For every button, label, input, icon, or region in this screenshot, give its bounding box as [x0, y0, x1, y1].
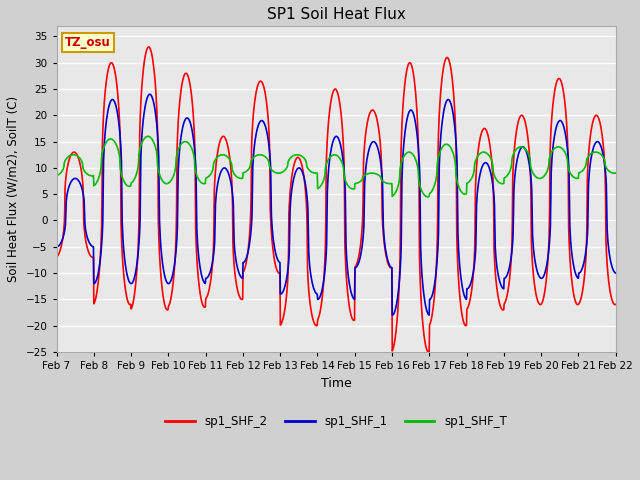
sp1_SHF_T — [144, 133, 152, 139]
sp1_SHF_T — [424, 194, 431, 200]
sp1_SHF_2 — [424, 348, 431, 354]
sp1_SHF_2 — [240, 268, 248, 274]
sp1_SHF_1 — [497, 281, 504, 287]
sp1_SHF_1 — [146, 91, 154, 97]
sp1_SHF_T — [177, 141, 185, 147]
sp1_SHF_1 — [52, 244, 60, 250]
Line: sp1_SHF_2: sp1_SHF_2 — [56, 47, 616, 352]
sp1_SHF_2 — [164, 307, 172, 312]
sp1_SHF_1 — [546, 231, 554, 237]
sp1_SHF_2 — [612, 301, 620, 307]
sp1_SHF_2 — [177, 86, 185, 92]
sp1_SHF_T — [164, 180, 172, 186]
X-axis label: Time: Time — [321, 376, 351, 390]
Legend: sp1_SHF_2, sp1_SHF_1, sp1_SHF_T: sp1_SHF_2, sp1_SHF_1, sp1_SHF_T — [161, 410, 511, 432]
sp1_SHF_T — [546, 153, 554, 159]
sp1_SHF_2 — [546, 153, 554, 158]
sp1_SHF_2 — [145, 44, 152, 50]
sp1_SHF_2 — [424, 349, 432, 355]
sp1_SHF_1 — [424, 310, 431, 316]
sp1_SHF_1 — [177, 132, 185, 138]
Text: TZ_osu: TZ_osu — [65, 36, 111, 48]
Y-axis label: Soil Heat Flux (W/m2), SoilT (C): Soil Heat Flux (W/m2), SoilT (C) — [7, 96, 20, 282]
sp1_SHF_1 — [164, 280, 172, 286]
Line: sp1_SHF_1: sp1_SHF_1 — [56, 94, 616, 315]
Title: SP1 Soil Heat Flux: SP1 Soil Heat Flux — [267, 7, 406, 22]
sp1_SHF_2 — [497, 304, 504, 310]
sp1_SHF_1 — [240, 259, 248, 265]
sp1_SHF_1 — [612, 270, 620, 276]
sp1_SHF_T — [497, 180, 504, 186]
sp1_SHF_T — [52, 173, 60, 179]
sp1_SHF_T — [240, 170, 248, 176]
sp1_SHF_T — [612, 170, 620, 176]
sp1_SHF_T — [424, 194, 431, 200]
Line: sp1_SHF_T: sp1_SHF_T — [56, 136, 616, 197]
sp1_SHF_2 — [52, 254, 60, 260]
sp1_SHF_1 — [388, 312, 396, 318]
